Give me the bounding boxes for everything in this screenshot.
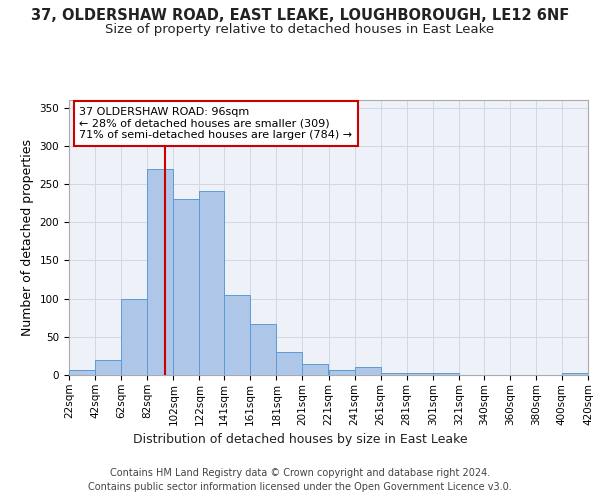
Bar bbox=[329, 370, 355, 375]
Bar bbox=[407, 372, 433, 375]
Bar bbox=[95, 360, 121, 375]
Bar bbox=[277, 352, 302, 375]
Bar bbox=[199, 191, 224, 375]
Bar bbox=[250, 324, 277, 375]
Text: Contains HM Land Registry data © Crown copyright and database right 2024.: Contains HM Land Registry data © Crown c… bbox=[110, 468, 490, 477]
Text: Size of property relative to detached houses in East Leake: Size of property relative to detached ho… bbox=[106, 22, 494, 36]
Bar bbox=[562, 374, 588, 375]
Text: Contains public sector information licensed under the Open Government Licence v3: Contains public sector information licen… bbox=[88, 482, 512, 492]
Text: 37, OLDERSHAW ROAD, EAST LEAKE, LOUGHBOROUGH, LE12 6NF: 37, OLDERSHAW ROAD, EAST LEAKE, LOUGHBOR… bbox=[31, 8, 569, 22]
Bar bbox=[173, 198, 199, 375]
Text: Distribution of detached houses by size in East Leake: Distribution of detached houses by size … bbox=[133, 432, 467, 446]
Bar bbox=[69, 370, 95, 375]
Y-axis label: Number of detached properties: Number of detached properties bbox=[21, 139, 34, 336]
Bar bbox=[302, 364, 329, 375]
Bar bbox=[355, 368, 380, 375]
Bar bbox=[121, 300, 147, 375]
Bar bbox=[380, 374, 407, 375]
Text: 37 OLDERSHAW ROAD: 96sqm
← 28% of detached houses are smaller (309)
71% of semi-: 37 OLDERSHAW ROAD: 96sqm ← 28% of detach… bbox=[79, 107, 353, 140]
Bar bbox=[147, 169, 173, 375]
Bar bbox=[433, 374, 459, 375]
Bar bbox=[224, 295, 250, 375]
